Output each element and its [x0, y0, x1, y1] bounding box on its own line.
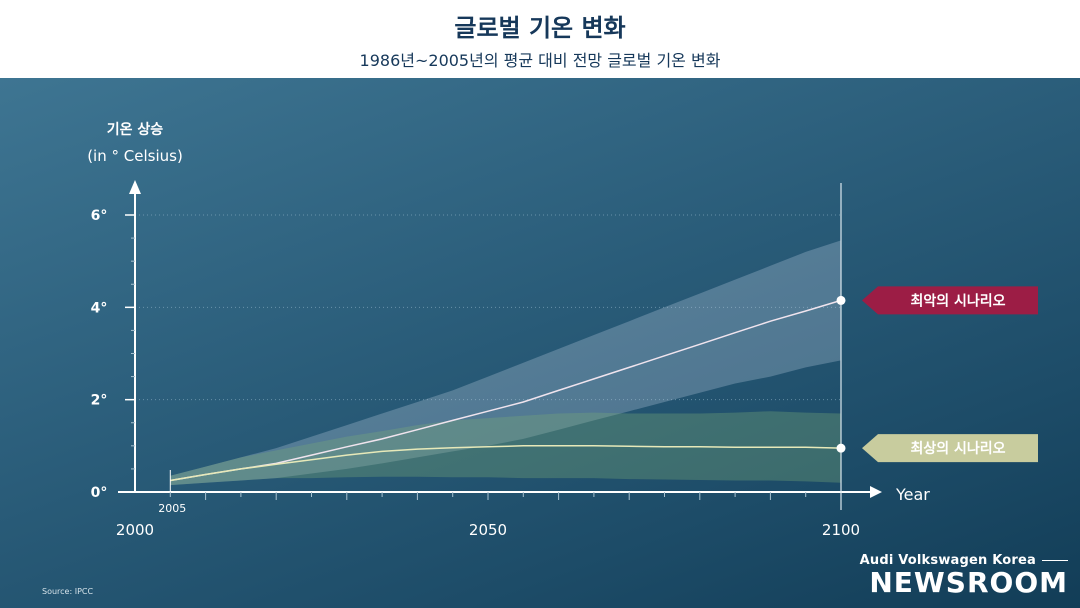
y-tick-label: 0° [91, 485, 108, 501]
x-tick-label: 2100 [822, 521, 860, 539]
temperature-chart: 0° 2° 4° 6° 2000 2050 2100 2005 기온 상승 (in ° Celsi… [87, 122, 1038, 539]
series-line-1 [170, 299, 842, 482]
scenario-tag-label: 최악의 시나리오 [910, 292, 1005, 309]
chart-title: 글로벌 기온 변화 [454, 14, 626, 42]
x-axis-title: Year [895, 485, 930, 504]
y-axis-unit: (in ° Celsius) [87, 147, 183, 165]
chart-panel: 0° 2° 4° 6° 2000 2050 2100 2005 기온 상승 (in ° Celsi… [0, 78, 1080, 608]
y-tick-label: 2° [91, 393, 108, 409]
source-note: Source: IPCC [42, 587, 94, 596]
endpoint-marker-2 [836, 443, 846, 453]
y-tick-label: 4° [91, 300, 108, 316]
brand-company: Audi Volkswagen Korea [860, 553, 1068, 568]
brand-newsroom: NEWSROOM [869, 566, 1068, 599]
scenario-tag-2 [862, 434, 1038, 463]
x-start-label: 2005 [158, 502, 186, 515]
y-axis-title: 기온 상승 [107, 122, 164, 138]
scenario-tag-1 [862, 286, 1038, 315]
x-tick-label: 2000 [116, 521, 154, 539]
series-band-1 [170, 240, 842, 486]
chart-subtitle: 1986년~2005년의 평균 대비 전망 글로벌 기온 변화 [359, 51, 721, 70]
x-axis-arrow [870, 486, 882, 498]
series-line-2 [170, 445, 842, 482]
y-axis-arrow [129, 180, 141, 194]
y-tick-label: 6° [91, 208, 108, 224]
endpoint-marker-1 [836, 295, 846, 305]
scenario-tag-label: 최상의 시나리오 [910, 440, 1005, 457]
series-band-2 [170, 411, 842, 486]
x-tick-label: 2050 [469, 521, 507, 539]
brand-logo: Audi Volkswagen Korea NEWSROOM [860, 553, 1068, 598]
chart-header: 글로벌 기온 변화 1986년~2005년의 평균 대비 전망 글로벌 기온 변… [0, 0, 1080, 78]
